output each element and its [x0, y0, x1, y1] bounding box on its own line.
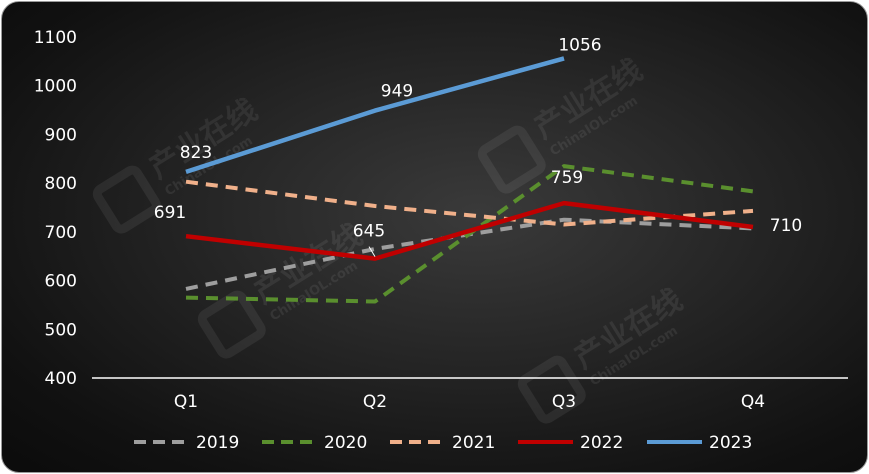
- series-layer: [185, 56, 754, 304]
- watermark-logo-icon: [197, 290, 266, 359]
- legend-label-2022: 2022: [580, 433, 623, 453]
- data-label-leader: [368, 246, 376, 257]
- x-axis: Q1 Q2 Q3 Q4: [174, 392, 765, 412]
- y-tick-label: 400: [45, 369, 77, 389]
- y-tick-label: 600: [45, 272, 77, 292]
- y-tick-label: 1100: [34, 28, 77, 48]
- legend-label-2021: 2021: [452, 433, 495, 453]
- y-tick-label: 700: [45, 223, 77, 243]
- legend: 2019 2020 2021 2022 2023: [134, 433, 752, 453]
- x-tick-label: Q3: [552, 392, 576, 412]
- y-tick-label: 800: [45, 174, 77, 194]
- watermark-layer: 产业在线ChinaIOL.com产业在线ChinaIOL.com产业在线Chin…: [92, 53, 689, 424]
- legend-label-2019: 2019: [196, 433, 239, 453]
- series-line-2020: [185, 164, 754, 304]
- y-tick-label: 1000: [34, 77, 77, 97]
- watermark-logo-icon: [92, 165, 161, 234]
- series-line-2023: [185, 56, 565, 175]
- data-labels: 691 645 759 710 823 949 1056: [154, 35, 802, 257]
- data-label-2023-Q2: 949: [381, 82, 413, 102]
- data-label-2022-Q1: 691: [154, 203, 186, 223]
- x-tick-label: Q2: [363, 392, 387, 412]
- data-label-2023-Q3: 1056: [558, 35, 601, 55]
- data-label-2022-Q4: 710: [770, 216, 802, 236]
- data-label-2022-Q3: 759: [551, 168, 583, 188]
- y-axis: 1100 1000 900 800 700 600 500 400: [34, 28, 77, 389]
- y-tick-label: 900: [45, 125, 77, 145]
- legend-label-2020: 2020: [324, 433, 367, 453]
- x-tick-label: Q1: [174, 392, 198, 412]
- data-label-2022-Q2: 645: [353, 222, 385, 242]
- data-label-2023-Q1: 823: [180, 143, 212, 163]
- series-line-2022: [185, 200, 754, 261]
- legend-label-2023: 2023: [709, 433, 752, 453]
- x-tick-label: Q4: [741, 392, 765, 412]
- y-tick-label: 500: [45, 320, 77, 340]
- watermark-logo-icon: [477, 125, 546, 194]
- series-line-2021: [185, 179, 754, 227]
